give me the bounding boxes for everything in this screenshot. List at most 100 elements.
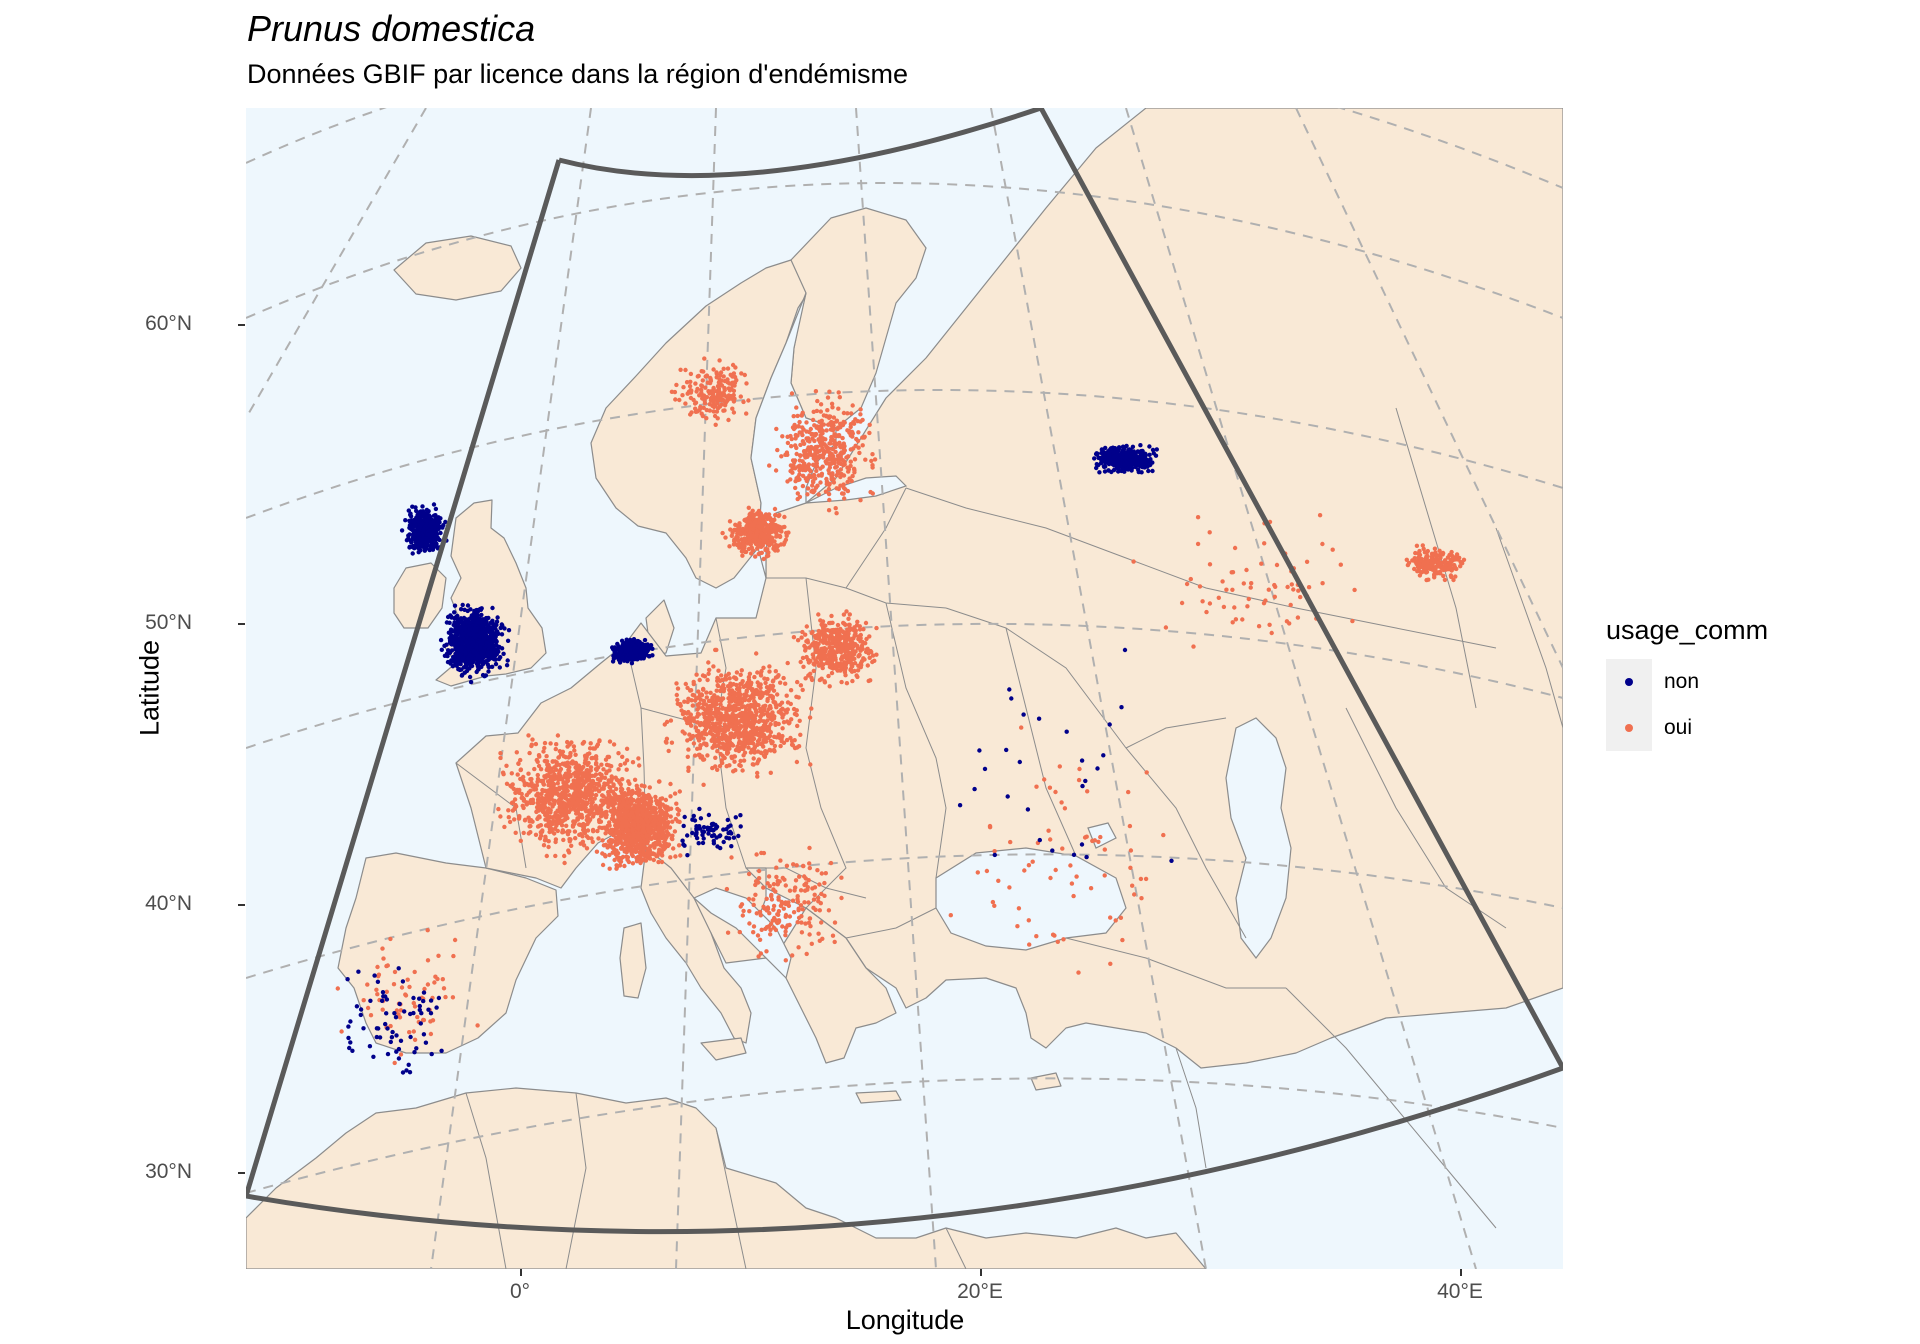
point-oui-2694: [725, 715, 730, 720]
point-oui-4067: [815, 868, 820, 873]
point-oui-3852: [727, 519, 733, 524]
point-oui-4097: [804, 951, 809, 957]
point-oui-678: [587, 809, 592, 815]
point-oui-3881: [777, 533, 782, 539]
point-oui-1760: [663, 797, 669, 803]
point-oui-2666: [751, 762, 756, 767]
point-oui-3478: [797, 472, 802, 477]
point-oui-1798: [629, 838, 634, 844]
point-oui-2685: [696, 728, 701, 734]
point-oui-2693: [728, 683, 733, 689]
water-layer: [692, 292, 1292, 980]
point-oui-4143: [746, 398, 751, 403]
point-oui-4089: [795, 894, 800, 899]
point-oui-4547: [411, 1029, 416, 1034]
point-oui-4075: [839, 875, 844, 880]
point-oui-1814: [727, 676, 732, 681]
point-oui-4128: [779, 901, 785, 906]
point-oui-2653: [717, 678, 723, 683]
point-oui-2976: [832, 655, 837, 660]
point-oui-4122: [741, 908, 746, 914]
point-oui-4698: [1245, 604, 1250, 609]
point-oui-4659: [1272, 582, 1277, 588]
point-oui-3269: [789, 391, 795, 396]
point-oui-2696: [736, 695, 741, 700]
point-oui-3145: [818, 480, 823, 485]
point-oui-867: [563, 807, 568, 813]
point-oui-2717: [864, 636, 869, 642]
point-oui-695: [554, 763, 559, 768]
point-oui-2530: [690, 733, 696, 739]
point-oui-4651: [1338, 562, 1344, 567]
point-oui-575: [620, 754, 625, 759]
point-oui-1271: [668, 855, 673, 860]
point-oui-3513: [793, 425, 798, 430]
point-oui-3125: [834, 511, 839, 516]
point-oui-844: [589, 783, 594, 788]
point-oui-1954: [755, 770, 760, 776]
point-oui-4510: [425, 928, 430, 933]
point-oui-4520: [398, 1052, 404, 1057]
point-oui-759: [583, 805, 588, 810]
point-oui-4665: [1232, 605, 1237, 610]
point-oui-4066: [791, 862, 796, 867]
point-oui-2672: [741, 741, 747, 746]
point-oui-3090: [819, 654, 824, 659]
point-oui-4117: [806, 900, 811, 905]
point-oui-618: [518, 776, 523, 782]
point-oui-831: [561, 818, 566, 823]
point-oui-694: [595, 806, 600, 811]
point-oui-4224: [693, 381, 698, 386]
point-oui-3089: [829, 613, 834, 619]
point-oui-2593: [758, 750, 763, 755]
point-oui-281: [618, 762, 623, 768]
point-oui-2309: [807, 715, 813, 720]
point-oui-2607: [738, 758, 743, 764]
point-oui-3084: [821, 625, 826, 631]
point-oui-2490: [774, 705, 779, 710]
point-oui-4706: [1289, 582, 1295, 587]
point-oui-2518: [735, 713, 741, 718]
point-oui-211: [555, 828, 560, 834]
point-oui-4612: [1143, 876, 1149, 882]
point-oui-4701: [1274, 562, 1280, 568]
point-oui-4614: [996, 878, 1001, 883]
point-oui-3829: [777, 512, 782, 518]
point-oui-1535: [625, 857, 630, 862]
point-oui-2662: [715, 675, 720, 681]
point-oui-2176: [693, 725, 699, 730]
point-oui-3854: [748, 511, 753, 516]
point-oui-653: [569, 740, 574, 745]
point-oui-798: [552, 831, 557, 836]
point-oui-3964: [724, 886, 730, 892]
point-oui-3462: [834, 419, 839, 424]
point-oui-3429: [846, 467, 852, 472]
point-oui-823: [570, 799, 575, 804]
point-oui-3162: [823, 489, 829, 494]
point-oui-747: [573, 819, 578, 824]
point-oui-3538: [870, 463, 875, 468]
point-oui-4011: [746, 896, 752, 902]
point-oui-2912: [859, 659, 865, 664]
point-oui-3692: [746, 505, 751, 510]
point-oui-3533: [829, 437, 834, 443]
point-oui-1598: [641, 847, 646, 852]
point-oui-3977: [771, 882, 777, 887]
point-oui-2686: [746, 741, 751, 746]
point-oui-3241: [831, 415, 837, 420]
point-oui-2560: [709, 738, 714, 743]
point-oui-875: [620, 777, 625, 782]
point-oui-2026: [788, 735, 793, 741]
point-oui-3415: [788, 463, 794, 468]
point-oui-4610: [1102, 873, 1107, 878]
point-oui-872: [578, 822, 583, 828]
point-oui-4551: [335, 986, 340, 991]
point-oui-1683: [617, 832, 622, 837]
point-oui-2039: [808, 762, 813, 767]
point-oui-2634: [698, 733, 704, 738]
point-oui-3530: [842, 420, 847, 425]
point-oui-1790: [645, 853, 650, 859]
point-oui-4102: [769, 892, 774, 898]
point-oui-3264: [826, 508, 832, 513]
point-oui-666: [587, 746, 593, 751]
